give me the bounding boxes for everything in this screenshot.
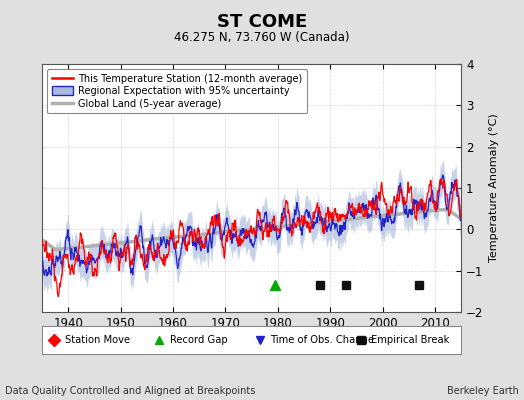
Legend: This Temperature Station (12-month average), Regional Expectation with 95% uncer: This Temperature Station (12-month avera… bbox=[47, 69, 307, 114]
Text: 46.275 N, 73.760 W (Canada): 46.275 N, 73.760 W (Canada) bbox=[174, 32, 350, 44]
Y-axis label: Temperature Anomaly (°C): Temperature Anomaly (°C) bbox=[489, 114, 499, 262]
Text: Empirical Break: Empirical Break bbox=[371, 335, 450, 345]
Text: Record Gap: Record Gap bbox=[170, 335, 227, 345]
Text: Data Quality Controlled and Aligned at Breakpoints: Data Quality Controlled and Aligned at B… bbox=[5, 386, 256, 396]
Text: Time of Obs. Change: Time of Obs. Change bbox=[270, 335, 375, 345]
Text: Station Move: Station Move bbox=[65, 335, 130, 345]
Text: ST COME: ST COME bbox=[217, 13, 307, 31]
Text: Berkeley Earth: Berkeley Earth bbox=[447, 386, 519, 396]
